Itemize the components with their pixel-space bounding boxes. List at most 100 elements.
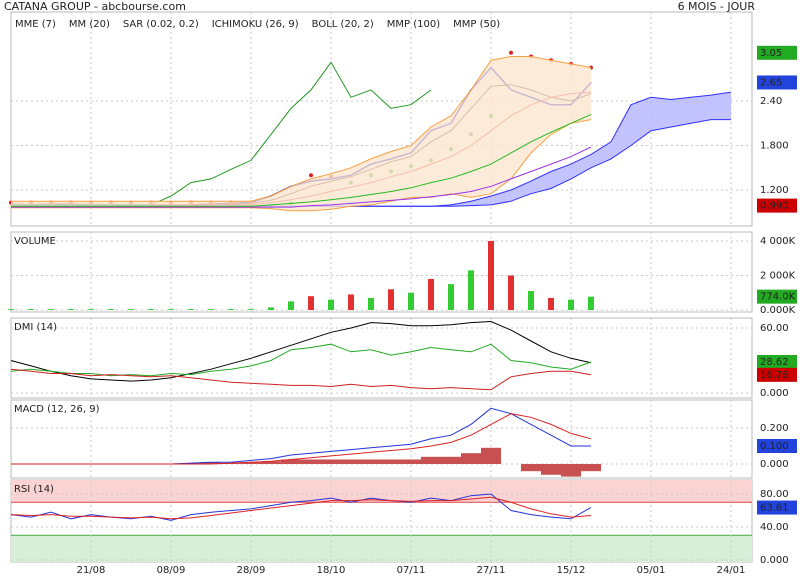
volume-bar [308,296,314,310]
y-tick-label: 0.000K [760,305,796,316]
volume-bar [168,309,174,310]
volume-bar [28,309,34,310]
panel-title: VOLUME [14,236,56,247]
last-value-box [757,500,797,515]
volume-bar [408,292,414,310]
y-tick-label: 60.00 [760,323,789,334]
histogram-bar [461,453,481,464]
volume-bar [508,275,514,310]
volume-bar [488,240,494,310]
panel-title: DMI (14) [14,322,57,333]
histogram-bar [521,463,541,472]
legend-entry: MM (20) [69,19,110,30]
legend-entry: ICHIMOKU (26, 9) [212,19,299,30]
volume-bar [228,309,234,310]
volume-bar [88,309,94,310]
series-line [10,496,592,520]
x-tick-label: 08/09 [157,565,186,576]
band-area [11,56,591,211]
volume-bar [428,278,434,310]
band-upper [11,56,592,202]
x-tick-label: 07/11 [397,565,426,576]
y-tick-label: 0.000 [760,555,789,566]
x-tick-label: 05/01 [637,565,666,576]
last-value-label: 774.0K [760,292,796,303]
x-tick-label: 15/12 [557,565,586,576]
legend-entry: SAR (0.02, 0.2) [123,19,199,30]
series-line [10,343,592,377]
y-tick-label: 4 000K [760,236,796,247]
chart-subtitle: 6 MOIS - JOUR [678,0,756,13]
oversold-zone [11,535,752,562]
series-line [10,320,592,382]
histogram-bar [361,459,381,464]
y-tick-label: 2.40 [760,96,782,107]
y-tick-label: 1.200 [760,185,789,196]
volume-bar [348,294,354,310]
histogram-bar [261,461,281,464]
volume-bar [8,309,14,310]
legend-entry: MME (7) [15,19,56,30]
volume-bar [528,291,534,310]
panel: 0.000K 2 000K 4 000K VOLUME 774.0K [8,231,797,316]
x-tick-label: 27/11 [477,565,506,576]
sar-dot [509,50,513,55]
volume-bar [328,299,334,310]
histogram-bar [321,459,341,464]
histogram-bar [441,456,461,464]
x-tick-label: 18/10 [317,565,346,576]
last-value-box [757,198,797,213]
last-value-label: 63.61 [760,503,789,514]
histogram-bar [281,459,301,464]
histogram-bar [341,459,361,464]
volume-bar [368,297,374,310]
volume-bar [568,299,574,310]
band-lower [11,119,592,212]
volume-bar [268,307,274,310]
panel-frame [10,399,753,479]
panel-title: MACD (12, 26, 9) [14,404,100,415]
panel: 1.200 1.800 2.40 MME (7) MM (20) SAR (0.02, 0… [9,11,797,227]
panel-frame [10,231,753,313]
last-value-box [757,75,797,90]
last-value-label: 0.990 [760,201,789,212]
last-value-box [757,439,797,454]
histogram-bar [201,462,221,464]
x-tick-label: 24/01 [717,565,746,576]
legend-entry: BOLL (20, 2) [312,19,374,30]
panel: 0.000 40.00 80.00 RSI (14) 63.61 [10,479,797,566]
histogram-bar [421,456,441,464]
chart-title: CATANA GROUP - abcbourse.com [4,0,186,13]
series-line [11,146,592,208]
histogram-bar [381,459,401,464]
volume-bar [548,297,554,310]
volume-bar [68,309,74,310]
y-tick-label: 2 000K [760,270,796,281]
last-value-box [757,289,797,304]
last-value-box [757,45,797,60]
last-value-label: 3.05 [760,48,782,59]
panel: 0.000 0.200 MACD (12, 26, 9) 0.100 [10,399,797,479]
histogram-bar [581,463,601,472]
last-value-label: 0.100 [760,441,789,452]
y-tick-label: 0.200 [760,423,789,434]
volume-bar [248,309,254,310]
last-value-label: 2.65 [760,77,782,88]
histogram-bar [561,463,581,477]
histogram-bar [541,463,561,475]
series-line [11,413,592,465]
volume-bar [288,301,294,310]
volume-bar [108,309,114,310]
volume-bar [128,309,134,310]
last-value-box [757,367,797,382]
x-tick-label: 28/09 [237,565,266,576]
y-tick-label: 80.00 [760,489,789,500]
histogram-bar [481,447,501,464]
sar-dot [309,173,313,178]
volume-bar [448,284,454,310]
last-value-box [757,354,797,369]
volume-bar [588,296,594,310]
histogram-bar [241,462,261,464]
last-value-label: 28.62 [760,357,789,368]
